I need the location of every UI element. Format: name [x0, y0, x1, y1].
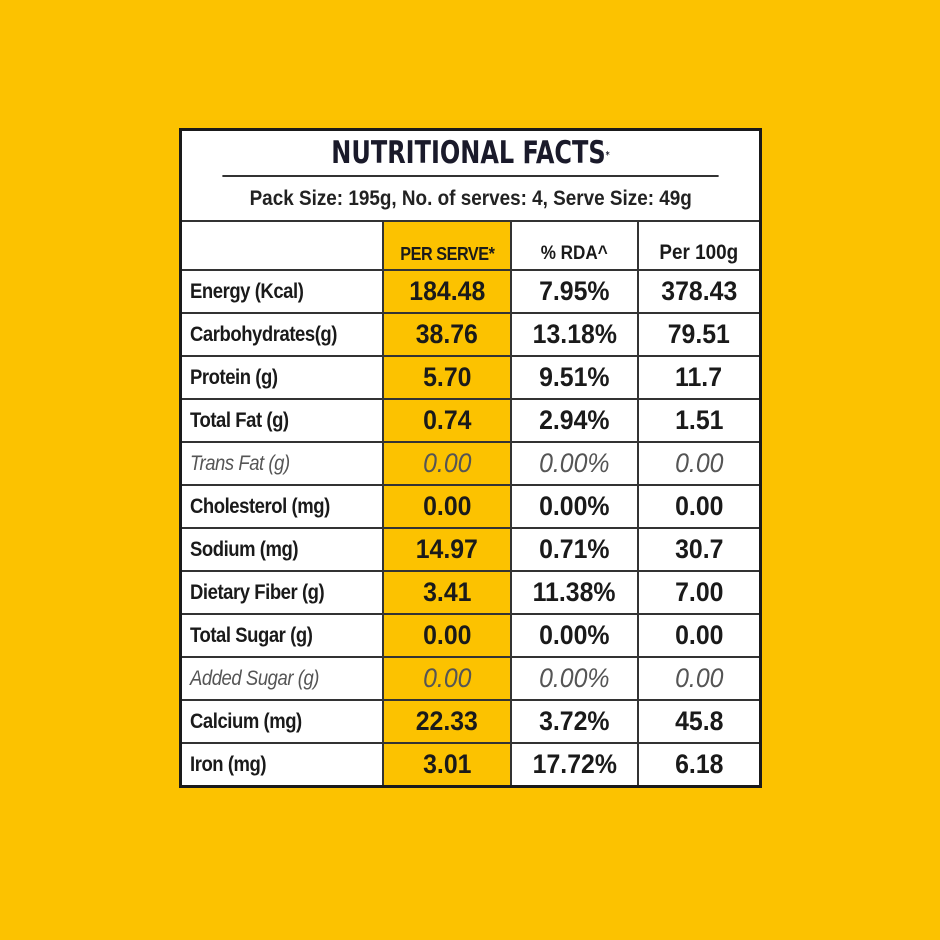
per-serve-value: 0.00 [382, 613, 512, 658]
nutrient-name: Total Sugar (g) [182, 613, 384, 658]
nutrition-facts-panel: NUTRITIONAL FACTS * Pack Size: 195g, No. … [179, 128, 762, 788]
per-serve-value: 22.33 [382, 699, 512, 744]
table-row: Calcium (mg) 22.33 3.72% 45.8 [182, 699, 759, 744]
rda-value: 7.95% [510, 269, 639, 314]
header-nutrient [182, 222, 384, 271]
rda-value: 3.72% [510, 699, 639, 744]
rda-value: 9.51% [510, 355, 639, 400]
per-100g-value: 0.00 [637, 613, 759, 658]
nutrient-name: Protein (g) [182, 355, 384, 400]
per-serve-value: 5.70 [382, 355, 512, 400]
rda-value: 17.72% [510, 742, 639, 785]
per-serve-value: 0.00 [382, 484, 512, 529]
header-rda: % RDA^ [510, 222, 639, 271]
per-100g-value: 45.8 [637, 699, 759, 744]
per-100g-value: 378.43 [637, 269, 759, 314]
per-serve-value: 3.01 [382, 742, 512, 785]
per-100g-value: 1.51 [637, 398, 759, 443]
per-serve-value: 38.76 [382, 312, 512, 357]
nutrient-name: Energy (Kcal) [182, 269, 384, 314]
table-row: Total Sugar (g) 0.00 0.00% 0.00 [182, 613, 759, 658]
header-per-100g: Per 100g [637, 222, 759, 271]
per-100g-value: 11.7 [637, 355, 759, 400]
title-footnote-mark: * [605, 149, 610, 161]
table-row: Iron (mg) 3.01 17.72% 6.18 [182, 742, 759, 785]
table-header-row: PER SERVE* % RDA^ Per 100g [182, 222, 759, 271]
per-serve-value: 0.00 [382, 656, 512, 701]
nutrient-name: Calcium (mg) [182, 699, 384, 744]
panel-title: NUTRITIONAL FACTS * [222, 131, 719, 177]
per-serve-value: 3.41 [382, 570, 512, 615]
nutrient-name: Iron (mg) [182, 742, 384, 785]
pack-info: Pack Size: 195g, No. of serves: 4, Serve… [182, 177, 759, 222]
rda-value: 0.00% [510, 484, 639, 529]
per-100g-value: 0.00 [637, 656, 759, 701]
nutrition-table: PER SERVE* % RDA^ Per 100g Energy (Kcal)… [182, 222, 759, 785]
table-row: Total Fat (g) 0.74 2.94% 1.51 [182, 398, 759, 443]
rda-value: 2.94% [510, 398, 639, 443]
rda-value: 0.00% [510, 656, 639, 701]
nutrient-name: Total Fat (g) [182, 398, 384, 443]
rda-value: 0.00% [510, 441, 639, 486]
rda-value: 0.71% [510, 527, 639, 572]
per-serve-value: 0.74 [382, 398, 512, 443]
table-row: Carbohydrates(g) 38.76 13.18% 79.51 [182, 312, 759, 357]
nutrient-name: Sodium (mg) [182, 527, 384, 572]
per-serve-value: 0.00 [382, 441, 512, 486]
per-100g-value: 79.51 [637, 312, 759, 357]
table-row: Protein (g) 5.70 9.51% 11.7 [182, 355, 759, 400]
nutrient-name: Trans Fat (g) [182, 441, 384, 486]
table-row: Energy (Kcal) 184.48 7.95% 378.43 [182, 269, 759, 314]
table-row: Trans Fat (g) 0.00 0.00% 0.00 [182, 441, 759, 486]
nutrient-name: Added Sugar (g) [182, 656, 384, 701]
per-serve-value: 184.48 [382, 269, 512, 314]
per-serve-value: 14.97 [382, 527, 512, 572]
per-100g-value: 0.00 [637, 441, 759, 486]
table-row: Sodium (mg) 14.97 0.71% 30.7 [182, 527, 759, 572]
per-100g-value: 30.7 [637, 527, 759, 572]
nutrient-name: Cholesterol (mg) [182, 484, 384, 529]
table-row: Added Sugar (g) 0.00 0.00% 0.00 [182, 656, 759, 701]
per-100g-value: 7.00 [637, 570, 759, 615]
pack-info-text: Pack Size: 195g, No. of serves: 4, Serve… [249, 186, 692, 210]
rda-value: 0.00% [510, 613, 639, 658]
per-100g-value: 0.00 [637, 484, 759, 529]
header-per-serve: PER SERVE* [382, 222, 512, 271]
rda-value: 13.18% [510, 312, 639, 357]
rda-value: 11.38% [510, 570, 639, 615]
table-row: Cholesterol (mg) 0.00 0.00% 0.00 [182, 484, 759, 529]
table-row: Dietary Fiber (g) 3.41 11.38% 7.00 [182, 570, 759, 615]
title-text: NUTRITIONAL FACTS [331, 135, 606, 171]
nutrient-name: Carbohydrates(g) [182, 312, 384, 357]
nutrient-name: Dietary Fiber (g) [182, 570, 384, 615]
per-100g-value: 6.18 [637, 742, 759, 785]
